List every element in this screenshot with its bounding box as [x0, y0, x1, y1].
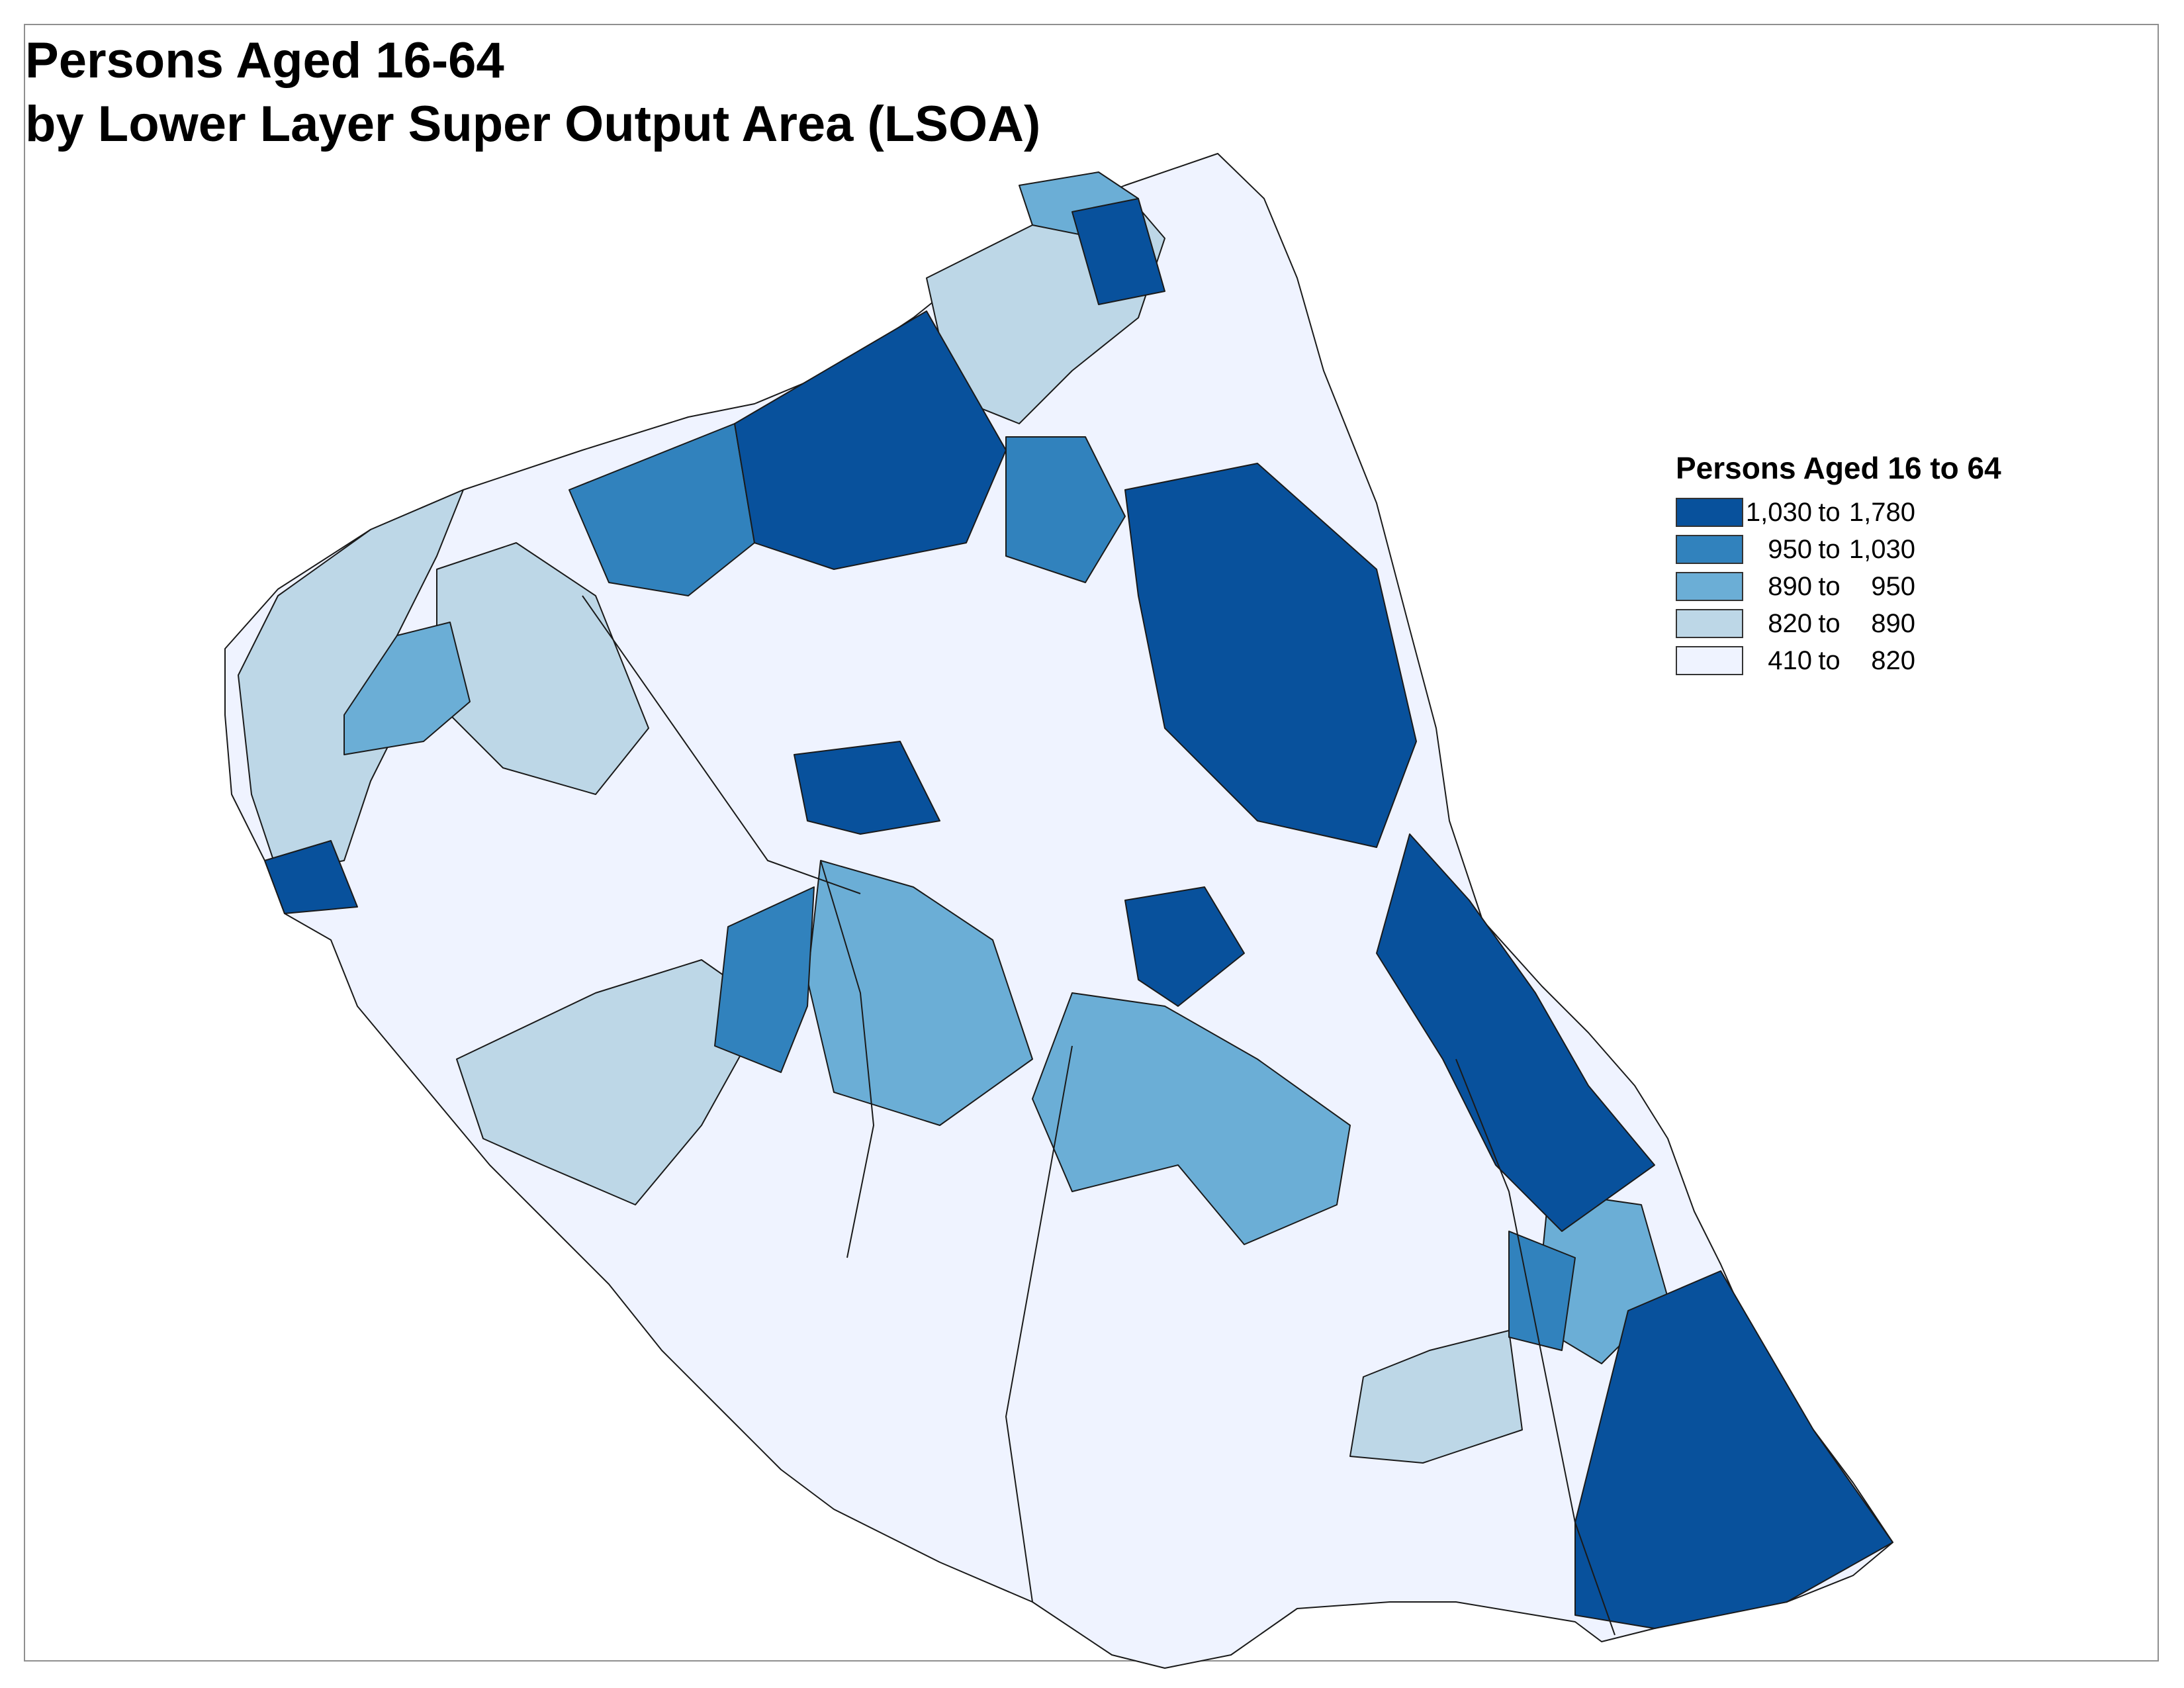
lsoa-region — [1124, 463, 1417, 848]
lsoa-region — [714, 886, 815, 1073]
legend-item: 820 to 890 — [1676, 605, 2001, 642]
legend-max: 1,780 — [1848, 497, 1915, 527]
lsoa-region — [1071, 198, 1165, 305]
legend-max: 1,030 — [1848, 534, 1915, 564]
lsoa-region — [1005, 436, 1126, 583]
lsoa-region — [807, 860, 1033, 1126]
legend-swatch — [1676, 498, 1743, 527]
lsoa-boundary — [1005, 1045, 1073, 1603]
lsoa-region — [1508, 1231, 1576, 1351]
legend-swatch — [1676, 646, 1743, 675]
lsoa-region — [1376, 833, 1655, 1232]
legend-swatch — [1676, 609, 1743, 638]
legend-sep: to — [1818, 571, 1841, 601]
legend: Persons Aged 16 to 64 1,030 to 1,780 950… — [1676, 450, 2001, 679]
legend-max: 890 — [1871, 608, 1915, 638]
legend-sep: to — [1818, 645, 1841, 675]
lsoa-boundary — [1455, 1058, 1615, 1636]
legend-item: 950 to 1,030 — [1676, 531, 2001, 568]
legend-min: 820 — [1768, 608, 1812, 638]
lsoa-region — [1124, 886, 1245, 1007]
lsoa-region — [1032, 992, 1351, 1245]
legend-min: 950 — [1768, 534, 1812, 564]
lsoa-boundary — [582, 595, 861, 894]
legend-max: 950 — [1871, 571, 1915, 601]
lsoa-region — [734, 310, 1007, 570]
legend-min: 890 — [1768, 571, 1812, 601]
legend-sep: to — [1818, 534, 1841, 564]
legend-swatch — [1676, 535, 1743, 564]
lsoa-region — [264, 840, 358, 914]
legend-item: 410 to 820 — [1676, 642, 2001, 679]
legend-sep: to — [1818, 608, 1841, 638]
legend-sep: to — [1818, 497, 1841, 527]
lsoa-region — [1574, 1270, 1893, 1629]
legend-min: 410 — [1768, 645, 1812, 675]
map-frame — [24, 24, 2159, 1662]
lsoa-region — [1349, 1330, 1523, 1464]
map-title: Persons Aged 16-64 by Lower Layer Super … — [25, 29, 1040, 156]
legend-swatch — [1676, 572, 1743, 601]
legend-max: 820 — [1871, 645, 1915, 675]
lsoa-boundary — [820, 860, 874, 1258]
title-line-2: by Lower Layer Super Output Area (LSOA) — [25, 96, 1041, 152]
title-line-1: Persons Aged 16-64 — [25, 32, 504, 89]
legend-title: Persons Aged 16 to 64 — [1676, 451, 2001, 485]
lsoa-region — [343, 622, 471, 755]
lsoa-region — [794, 741, 940, 835]
legend-item: 1,030 to 1,780 — [1676, 494, 2001, 531]
legend-item: 890 to 950 — [1676, 568, 2001, 605]
legend-min: 1,030 — [1745, 497, 1812, 527]
lsoa-region — [569, 423, 755, 596]
